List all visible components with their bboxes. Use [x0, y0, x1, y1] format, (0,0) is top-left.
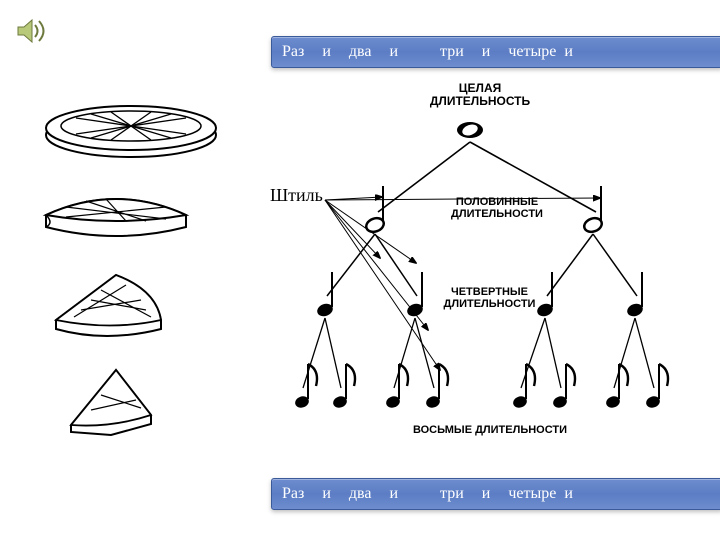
pie-illustration-column — [36, 90, 236, 460]
whole-note-icon — [457, 122, 483, 138]
label-whole: ЦЕЛАЯДЛИТЕЛЬНОСТЬ — [410, 82, 550, 108]
count-word: и — [564, 485, 573, 503]
count-word: три — [440, 43, 464, 61]
count-word: и — [564, 43, 573, 61]
eighth-note-icon — [425, 364, 448, 410]
pie-half-icon — [36, 175, 196, 255]
count-word: и — [389, 43, 398, 61]
pie-eighth-icon — [56, 360, 166, 445]
pie-quarter-icon — [46, 265, 176, 345]
quarter-note-icon — [315, 272, 334, 318]
count-word: и — [322, 485, 331, 503]
eighth-note-icon — [605, 364, 628, 410]
label-half: ПОЛОВИННЫЕДЛИТЕЛЬНОСТИ — [437, 196, 557, 220]
count-word: Раз — [282, 43, 304, 61]
pie-whole-icon — [36, 90, 226, 165]
eighth-note-icon — [294, 364, 317, 410]
label-eighth: ВОСЬМЫЕ ДЛИТЕЛЬНОСТИ — [380, 424, 600, 436]
audio-icon — [14, 14, 48, 48]
stem-label: Штиль — [270, 185, 323, 206]
quarter-note-icon — [625, 272, 644, 318]
count-word: три — [440, 485, 464, 503]
count-word: и — [322, 43, 331, 61]
eighth-note-icon — [552, 364, 575, 410]
label-quarter: ЧЕТВЕРТНЫЕДЛИТЕЛЬНОСТИ — [432, 286, 547, 310]
counting-bar-bottom: Раз и два и три и четыре и — [271, 478, 720, 510]
quarter-note-icon — [405, 272, 424, 318]
count-word: четыре — [508, 43, 556, 61]
count-word: и — [482, 43, 491, 61]
half-note-icon — [582, 186, 603, 234]
count-word: Раз — [282, 485, 304, 503]
half-note-icon — [364, 186, 385, 234]
eighth-note-icon — [512, 364, 535, 410]
eighth-note-icon — [645, 364, 668, 410]
count-word: два — [349, 43, 372, 61]
count-word: четыре — [508, 485, 556, 503]
eighth-note-icon — [385, 364, 408, 410]
eighth-note-icon — [332, 364, 355, 410]
stem-arrows — [325, 197, 600, 370]
count-word: и — [482, 485, 491, 503]
counting-bar-top: Раз и два и три и четыре и — [271, 36, 720, 68]
count-word: два — [349, 485, 372, 503]
count-word: и — [389, 485, 398, 503]
